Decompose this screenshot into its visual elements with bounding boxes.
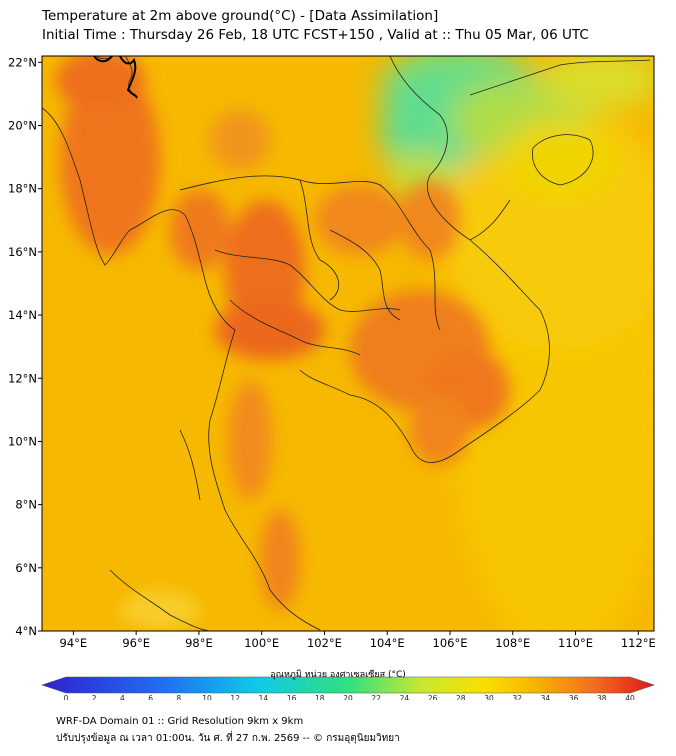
colorbar-tick-label: 12 <box>230 694 240 700</box>
colorbar-tick-label: 6 <box>148 694 153 700</box>
lat-label: 22°N <box>8 55 37 69</box>
lon-label: 98°E <box>185 636 213 650</box>
lat-label: 6°N <box>15 561 37 575</box>
colorbar-ticks: 0 2 4 6 8 10 12 14 16 18 20 22 24 26 28 30 32 34 36 38 40 <box>64 694 635 700</box>
contour-lines <box>93 56 138 99</box>
lat-label: 16°N <box>8 245 37 259</box>
footer-model-info: WRF-DA Domain 01 :: Grid Resolution 9km … <box>56 716 304 727</box>
colorbar-tick-label: 22 <box>371 694 381 700</box>
colorbar-tick-label: 30 <box>484 694 494 700</box>
longitude-labels: 94°E 96°E 98°E 100°E 102°E 104°E 106°E 108°E 110… <box>60 631 656 650</box>
temperature-field <box>42 56 654 631</box>
colorbar-tick-label: 16 <box>287 694 297 700</box>
chart-subtitle: Initial Time : Thursday 26 Feb, 18 UTC F… <box>42 27 589 43</box>
lat-label: 14°N <box>8 308 37 322</box>
latitude-labels: 22°N 20°N 18°N 16°N 14°N 12°N 10°N 8°N 6°N 4°N <box>8 55 42 638</box>
colorbar-tick-label: 38 <box>597 694 607 700</box>
lat-label: 4°N <box>15 624 37 638</box>
lon-label: 106°E <box>433 636 468 650</box>
lon-label: 104°E <box>370 636 405 650</box>
plot-frame <box>41 55 655 632</box>
colorbar-tick-label: 36 <box>569 694 579 700</box>
country-borders <box>42 56 651 631</box>
colorbar: 0 2 4 6 8 10 12 14 16 18 20 22 24 26 28 30 32 34 36 38 40 <box>41 676 655 700</box>
lon-label: 108°E <box>495 636 530 650</box>
colorbar-tick-label: 2 <box>92 694 97 700</box>
lat-label: 20°N <box>8 119 37 133</box>
footer-update-info: ปรับปรุงข้อมูล ณ เวลา 01:00น. วัน ศ. ที่… <box>56 733 400 744</box>
lon-label: 102°E <box>307 636 342 650</box>
colorbar-tick-label: 18 <box>315 694 325 700</box>
lon-label: 100°E <box>244 636 279 650</box>
colorbar-tick-label: 20 <box>343 694 353 700</box>
colorbar-tick-label: 0 <box>64 694 69 700</box>
lat-label: 12°N <box>8 371 37 385</box>
chart-title: Temperature at 2m above ground(°C) - [Da… <box>42 8 439 24</box>
lon-label: 96°E <box>122 636 150 650</box>
temperature-map: 22°N 20°N 18°N 16°N 14°N 12°N 10°N 8°N 6°N 4°N 94… <box>8 55 656 700</box>
lat-label: 18°N <box>8 182 37 196</box>
colorbar-tick-label: 32 <box>512 694 522 700</box>
colorbar-tick-label: 26 <box>428 694 438 700</box>
lon-label: 94°E <box>60 636 88 650</box>
lon-label: 112°E <box>621 636 656 650</box>
lat-label: 8°N <box>15 498 37 512</box>
colorbar-tick-label: 10 <box>202 694 212 700</box>
colorbar-tick-label: 34 <box>541 694 551 700</box>
lon-label: 110°E <box>558 636 593 650</box>
colorbar-title: อุณหภูมิ หน่วย องศาเซลเซียส (°C) <box>270 670 406 680</box>
colorbar-tick-label: 40 <box>625 694 635 700</box>
colorbar-tick-label: 8 <box>176 694 181 700</box>
colorbar-tick-label: 24 <box>400 694 410 700</box>
colorbar-tick-label: 28 <box>456 694 466 700</box>
colorbar-tick-label: 4 <box>120 694 125 700</box>
lat-label: 10°N <box>8 434 37 448</box>
colorbar-tick-label: 14 <box>259 694 269 700</box>
